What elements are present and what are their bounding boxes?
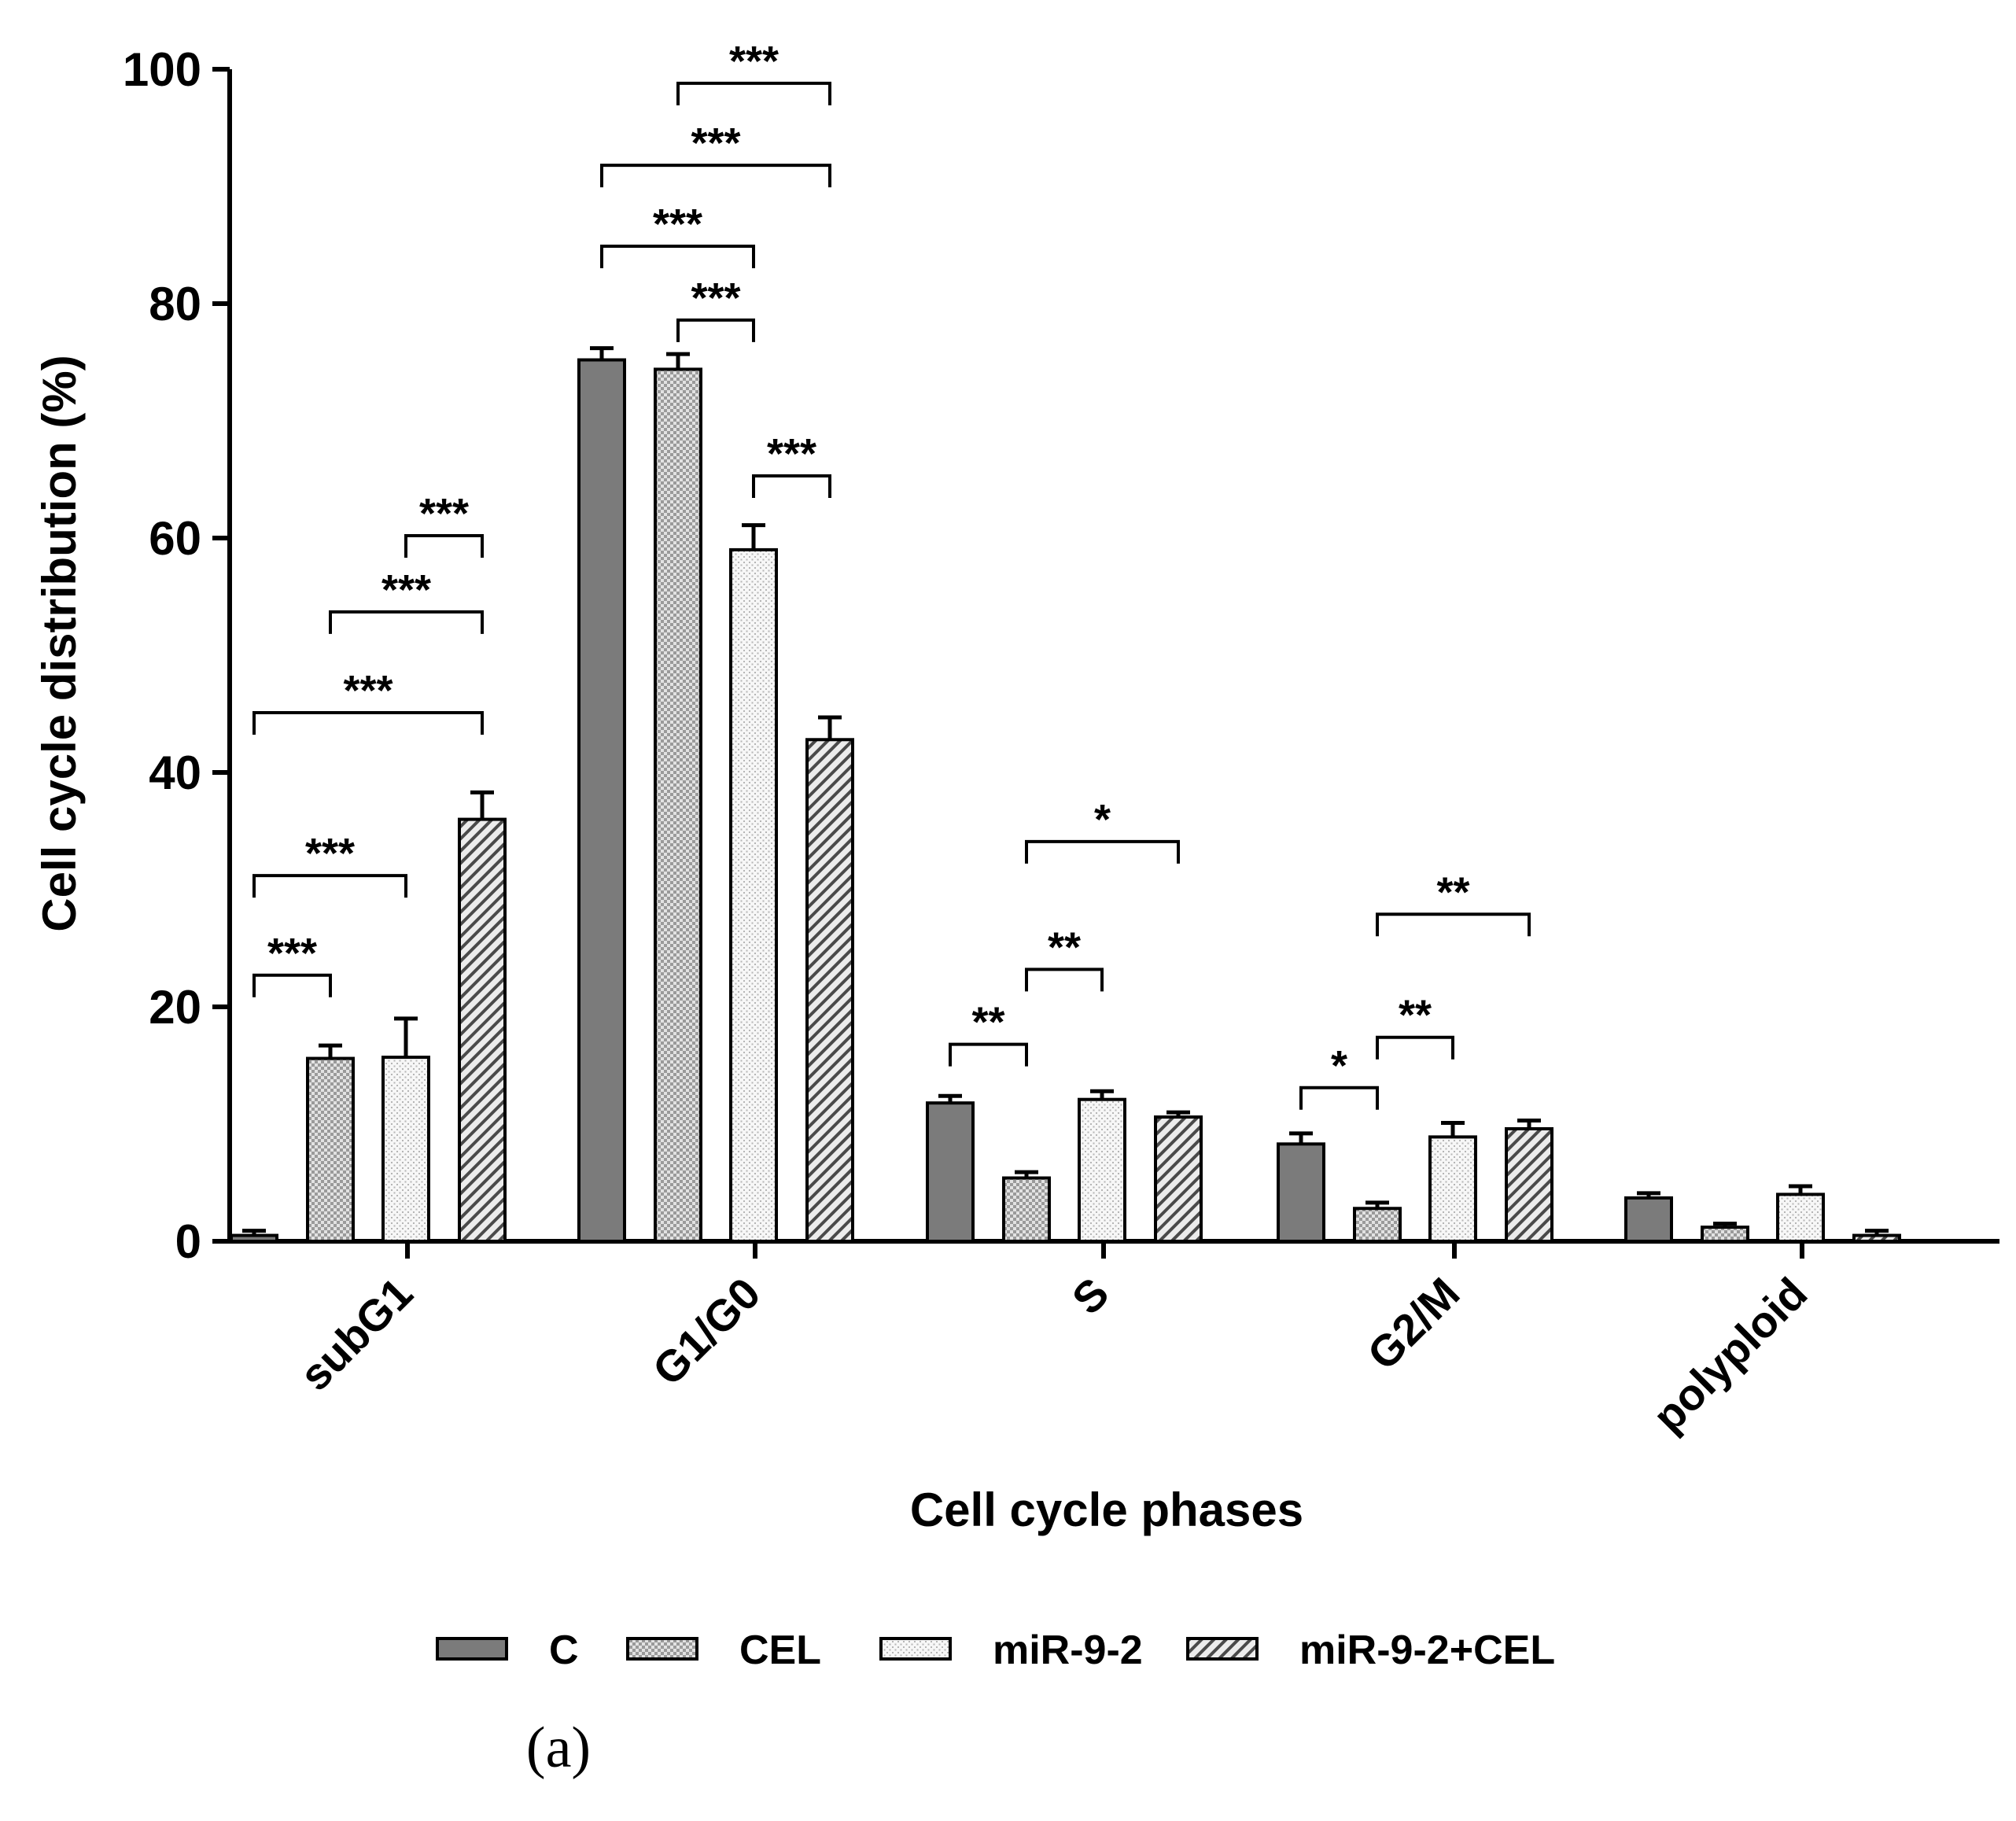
bar: [1776, 1192, 1825, 1244]
x-tick-label: G1/G0: [643, 1268, 769, 1395]
significance-label: ***: [305, 830, 355, 877]
bar: [1002, 1176, 1051, 1244]
bar: [458, 817, 507, 1243]
significance-label: ***: [767, 430, 816, 477]
bar: [1353, 1207, 1402, 1244]
bar: [577, 358, 626, 1243]
significance-label: ***: [343, 667, 393, 714]
significance-bracket: [252, 973, 332, 997]
legend: C CEL miR-9-2 miR-9-2+CEL: [436, 1627, 1555, 1673]
significance-bracket: [404, 534, 484, 558]
y-tick-label: 20: [149, 981, 201, 1034]
bar: [1277, 1142, 1325, 1243]
significance-bracket: [676, 318, 755, 342]
significance-bracket: [949, 1042, 1028, 1067]
significance-bracket: [600, 244, 755, 268]
bar: [381, 1056, 430, 1243]
bar: [1078, 1097, 1126, 1243]
y-tick-label: 0: [175, 1215, 201, 1268]
significance-label: ***: [691, 275, 740, 322]
significance-bracket: [1025, 968, 1104, 992]
bar: [805, 738, 854, 1243]
significance-label: ***: [419, 490, 469, 537]
bar: [1154, 1115, 1203, 1244]
legend-swatch: [1186, 1637, 1259, 1661]
legend-swatch: [626, 1637, 698, 1661]
significance-label: *: [1094, 796, 1111, 843]
legend-swatch: [436, 1637, 508, 1661]
x-tick-label: polyploid: [1643, 1268, 1817, 1442]
significance-label: ***: [381, 566, 431, 614]
bar: [306, 1056, 355, 1244]
legend-label: C: [549, 1627, 579, 1673]
bar: [230, 1233, 278, 1244]
significance-label: *: [1331, 1042, 1347, 1089]
significance-label: **: [971, 999, 1004, 1046]
significance-bracket: [1376, 1035, 1454, 1060]
significance-bracket: [1299, 1086, 1379, 1110]
bar: [729, 547, 778, 1243]
y-tick-label: 80: [149, 278, 201, 330]
significance-label: **: [1048, 923, 1081, 971]
x-tick-label: G2/M: [1358, 1268, 1469, 1379]
significance-bracket: [1025, 839, 1180, 864]
x-axis-label: Cell cycle phases: [910, 1484, 1303, 1536]
significance-brackets: ****************************************: [252, 38, 1531, 1110]
bar: [1852, 1233, 1901, 1244]
x-tick-label: S: [1063, 1268, 1119, 1324]
y-axis-label: Cell cycle distribution (%): [33, 355, 86, 931]
legend-label: miR-9-2+CEL: [1299, 1627, 1555, 1673]
bar: [926, 1101, 975, 1244]
bars: [230, 346, 1901, 1244]
significance-bracket: [252, 711, 484, 735]
x-axis: subG1 G1/G0 S G2/M polyploid Cell cycle phas…: [227, 1239, 1999, 1536]
legend-label: miR-9-2: [993, 1627, 1143, 1673]
significance-label: ***: [691, 120, 740, 167]
y-tick-label: 100: [123, 43, 201, 96]
significance-label: ***: [267, 930, 317, 977]
significance-label: ***: [729, 38, 779, 85]
significance-bracket: [252, 874, 407, 898]
bar: [654, 367, 702, 1244]
bar: [1701, 1226, 1749, 1243]
significance-label: **: [1436, 868, 1469, 916]
significance-bracket: [676, 81, 831, 105]
y-tick-label: 40: [149, 746, 201, 799]
figure-caption: (a): [525, 1716, 592, 1780]
significance-bracket: [752, 474, 831, 499]
y-tick-label: 60: [149, 512, 201, 565]
significance-bracket: [329, 610, 484, 634]
significance-label: **: [1399, 992, 1432, 1039]
bar: [1624, 1196, 1673, 1243]
bar: [1505, 1126, 1553, 1243]
x-tick-label: subG1: [290, 1268, 422, 1400]
bar: [1428, 1135, 1477, 1244]
y-axis: 0 20 40 60 80 100 Cell cycle distribution (%): [33, 43, 232, 1268]
significance-bracket: [600, 164, 831, 188]
legend-label: CEL: [739, 1627, 821, 1673]
significance-label: ***: [653, 201, 702, 248]
significance-bracket: [1376, 912, 1531, 937]
legend-swatch: [879, 1637, 952, 1661]
